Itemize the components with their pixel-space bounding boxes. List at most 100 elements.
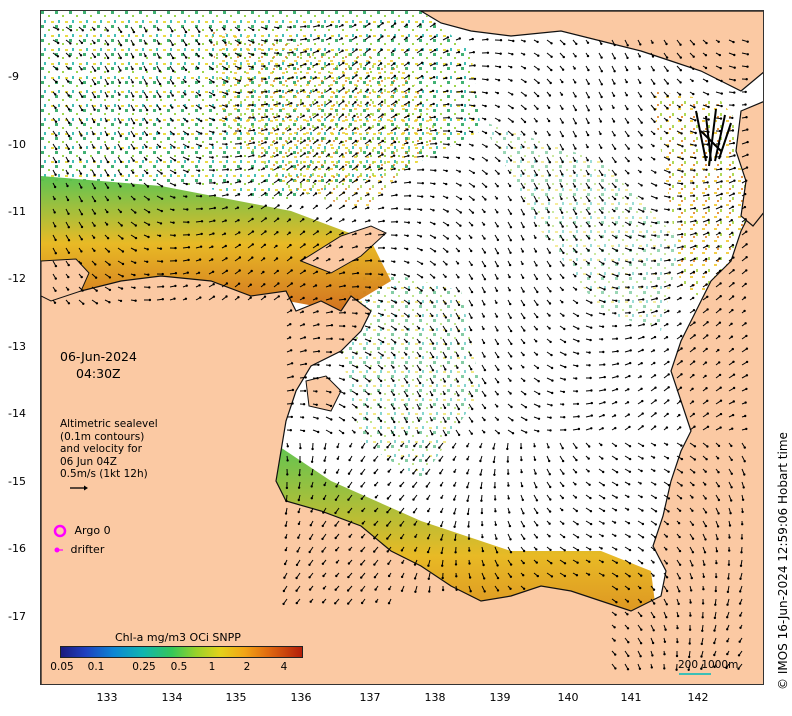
velocity-arrow-head — [628, 575, 631, 578]
velocity-arrow-head — [535, 264, 538, 267]
velocity-arrow-head — [507, 484, 510, 487]
velocity-arrow-head — [745, 243, 748, 246]
velocity-arrow-head — [603, 388, 607, 391]
velocity-arrow-head — [536, 511, 539, 515]
velocity-arrow-head — [366, 418, 369, 421]
velocity-arrow-head — [380, 193, 384, 196]
velocity-arrow-head — [600, 42, 603, 45]
velocity-arrow-head — [323, 447, 326, 450]
velocity-arrow-head — [433, 222, 436, 226]
velocity-arrow-head — [512, 39, 515, 43]
velocity-arrow-head — [381, 327, 385, 330]
info-line: 06 Jun 04Z — [60, 455, 117, 468]
velocity-arrow-head — [471, 144, 474, 147]
velocity-arrow-head — [486, 65, 490, 68]
velocity-arrow-head — [133, 286, 136, 289]
velocity-arrow-head — [706, 295, 709, 298]
velocity-arrow-head — [626, 121, 630, 124]
velocity-arrow-head — [457, 303, 461, 307]
velocity-arrow-head — [419, 302, 423, 305]
velocity-arrow-head — [678, 535, 681, 539]
velocity-arrow-head — [746, 40, 749, 43]
velocity-arrow-head — [369, 259, 373, 262]
velocity-arrow-head — [276, 269, 279, 273]
velocity-arrow-head — [239, 54, 242, 57]
velocity-arrow-head — [602, 414, 605, 417]
velocity-arrow-head — [642, 310, 645, 314]
velocity-arrow-head — [394, 180, 397, 183]
velocity-arrow-head — [704, 374, 707, 378]
velocity-arrow-head — [407, 275, 410, 278]
velocity-arrow-head — [509, 379, 512, 382]
velocity-arrow-head — [106, 237, 110, 240]
velocity-arrow-head — [316, 417, 319, 420]
velocity-arrow-head — [625, 94, 628, 97]
velocity-arrow-head — [412, 511, 416, 514]
velocity-arrow-head — [414, 535, 417, 538]
velocity-arrow-head — [509, 392, 512, 395]
velocity-arrow-head — [496, 342, 500, 346]
velocity-arrow-head — [286, 445, 289, 448]
velocity-arrow-head — [535, 328, 538, 331]
velocity-arrow-head — [329, 100, 332, 103]
velocity-arrow-head — [628, 445, 632, 448]
velocity-arrow-head — [444, 302, 447, 305]
velocity-arrow-head — [158, 56, 161, 59]
velocity-arrow-head — [678, 549, 682, 553]
velocity-arrow-head — [316, 217, 319, 220]
velocity-arrow-head — [348, 548, 351, 551]
velocity-arrow-head — [197, 55, 200, 58]
velocity-arrow-head — [291, 402, 294, 405]
velocity-arrow-head — [291, 89, 294, 92]
velocity-arrow-head — [677, 602, 680, 606]
velocity-arrow-head — [495, 315, 499, 318]
velocity-arrow-head — [639, 272, 643, 276]
velocity-arrow-head — [614, 667, 617, 670]
velocity-arrow-head — [667, 484, 671, 487]
velocity-arrow-head — [330, 337, 333, 340]
velocity-arrow-head — [56, 28, 60, 31]
velocity-arrow-head — [743, 460, 746, 463]
velocity-arrow-head — [355, 245, 358, 248]
legend-drifter: drifter — [53, 543, 104, 556]
velocity-arrow-head — [524, 406, 528, 409]
velocity-arrow-head — [55, 80, 58, 84]
velocity-arrow-head — [496, 393, 499, 396]
velocity-arrow-head — [185, 182, 188, 186]
velocity-arrow-head — [93, 187, 97, 190]
velocity-arrow-head — [603, 300, 606, 304]
velocity-arrow-head — [508, 511, 511, 514]
velocity-arrow-head — [680, 334, 683, 338]
velocity-arrow-head — [653, 108, 656, 111]
velocity-arrow-head — [418, 368, 422, 371]
velocity-arrow-head — [250, 269, 253, 273]
velocity-arrow-head — [654, 386, 657, 389]
velocity-arrow-head — [509, 316, 512, 319]
velocity-arrow-head — [171, 106, 174, 109]
velocity-arrow-head — [652, 349, 656, 352]
velocity-arrow-head — [523, 67, 527, 70]
velocity-arrow-head — [485, 145, 488, 148]
velocity-arrow-head — [577, 340, 580, 343]
velocity-arrow-head — [67, 108, 71, 111]
velocity-arrow-head — [599, 132, 602, 136]
velocity-arrow-head — [354, 418, 357, 422]
velocity-arrow-head — [718, 321, 722, 324]
velocity-arrow-head — [406, 128, 409, 131]
velocity-arrow-head — [368, 219, 371, 222]
velocity-arrow-head — [225, 105, 228, 108]
velocity-arrow-head — [668, 171, 671, 174]
velocity-arrow-head — [262, 257, 266, 260]
velocity-arrow-head — [522, 303, 526, 307]
velocity-arrow-head — [694, 219, 697, 222]
velocity-arrow-head — [470, 263, 473, 267]
velocity-arrow-head — [158, 120, 161, 123]
velocity-arrow-head — [379, 75, 382, 79]
velocity-arrow-head — [239, 142, 242, 145]
velocity-arrow-head — [197, 169, 201, 172]
velocity-arrow-head — [667, 309, 670, 313]
velocity-arrow-head — [418, 341, 421, 344]
velocity-arrow-head — [733, 91, 736, 94]
velocity-arrow-head — [481, 523, 484, 527]
velocity-arrow-head — [573, 159, 577, 162]
